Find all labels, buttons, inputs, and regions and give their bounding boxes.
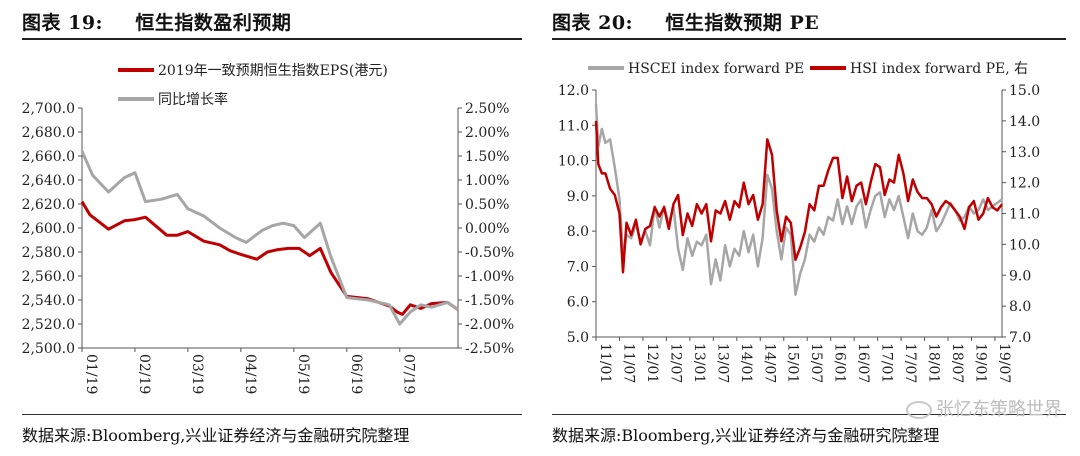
x-tick-label: 14/07 [761, 343, 777, 383]
panel-eps: 图表 19: 恒生指数盈利预期 2,500.0 2,520.0 2,540.0 2,5… [0, 0, 528, 456]
legend-label: HSI index forward PE, 右 [850, 61, 1028, 77]
y-tick-label-left: 10.0 [558, 154, 589, 170]
title-rule [22, 38, 522, 40]
x-tick-label: 17/01 [879, 343, 895, 383]
y-tick-label-right: 12.0 [1009, 176, 1040, 192]
y-tick-label-right: -0.50% [465, 245, 514, 261]
chart-title: 图表 20: 恒生指数预期 PE [552, 8, 819, 35]
x-tick-label: 06/19 [348, 354, 364, 394]
chart-title: 图表 19: 恒生指数盈利预期 [22, 8, 291, 35]
x-tick-label: 19/07 [996, 343, 1012, 383]
watermark: 张忆东策略世界 [906, 395, 1062, 421]
figure-label: 图表 20: [552, 12, 634, 34]
y-tick-label-right: 8.0 [1009, 299, 1031, 315]
y-tick-label-right: -1.50% [465, 293, 514, 309]
x-tick-label: 11/07 [620, 343, 636, 383]
series-line [594, 120, 1003, 274]
y-tick-label-left: 2,540.0 [22, 293, 75, 309]
x-tick-label: 19/01 [972, 343, 988, 383]
wechat-icon [906, 401, 932, 419]
y-tick-label-left: 12.0 [558, 83, 589, 99]
y-tick-label-right: 15.0 [1009, 83, 1040, 99]
x-tick-label: 11/01 [597, 343, 613, 383]
title-rule [552, 38, 1066, 40]
legend-label: 同比增长率 [158, 91, 228, 108]
eps-chart: 2,500.0 2,520.0 2,540.0 2,560.0 2,580.0 2,600… [22, 63, 515, 394]
y-tick-label-right: 9.0 [1009, 268, 1031, 284]
y-tick-label-left: 7.0 [567, 259, 589, 275]
x-tick-label: 04/19 [242, 354, 258, 394]
source-rule [552, 414, 1066, 415]
y-tick-label-right: 10.0 [1009, 237, 1040, 253]
x-tick-label: 18/01 [926, 343, 942, 383]
y-tick-label-left: 2,620.0 [22, 197, 75, 213]
panel-pe: 图表 20: 恒生指数预期 PE 5.0 6.0 7.0 8.0 9.0 10.0 11.0… [548, 0, 1080, 456]
x-tick-label: 12/01 [644, 343, 660, 383]
y-tick-label-right: 14.0 [1009, 114, 1040, 130]
series-line [594, 104, 1003, 296]
y-tick-label-left: 2,560.0 [22, 269, 75, 285]
y-tick-label-left: 2,680.0 [22, 125, 75, 141]
y-tick-label-right: -2.50% [465, 341, 514, 357]
x-tick-label: 03/19 [189, 354, 205, 394]
figure-label: 图表 19: [22, 12, 104, 34]
x-tick-label: 12/07 [667, 343, 683, 383]
x-tick-label: 02/19 [136, 354, 152, 394]
y-tick-label-left: 11.0 [558, 118, 589, 134]
y-tick-label-left: 9.0 [567, 189, 589, 205]
y-tick-label-left: 2,580.0 [22, 245, 75, 261]
source-rule [22, 414, 522, 415]
x-tick-label: 16/07 [855, 343, 871, 383]
y-tick-label-right: 0.00% [465, 221, 509, 237]
y-tick-label-right: 0.50% [465, 197, 509, 213]
x-tick-label: 05/19 [295, 354, 311, 394]
y-tick-label-right: 1.50% [465, 149, 509, 165]
y-tick-label-left: 2,640.0 [22, 173, 75, 189]
pe-chart: 5.0 6.0 7.0 8.0 9.0 10.0 11.0 12.0 7.0 8.0 9.0 10.0… [558, 61, 1040, 383]
x-tick-label: 13/01 [691, 343, 707, 383]
series-line [80, 200, 459, 316]
y-tick-label-right: 1.00% [465, 173, 509, 189]
y-tick-label-right: 7.0 [1009, 330, 1031, 346]
source-note: 数据来源:Bloomberg,兴业证券经济与金融研究院整理 [22, 426, 410, 445]
source-note: 数据来源:Bloomberg,兴业证券经济与金融研究院整理 [552, 426, 940, 445]
x-tick-label: 17/07 [902, 343, 918, 383]
x-tick-label: 18/07 [949, 343, 965, 383]
chart-title-text: 恒生指数盈利预期 [135, 12, 292, 34]
x-tick-label: 14/01 [738, 343, 754, 383]
y-tick-label-left: 8.0 [567, 224, 589, 240]
watermark-text: 张忆东策略世界 [936, 399, 1062, 420]
y-tick-label-left: 6.0 [567, 295, 589, 311]
y-tick-label-right: 2.50% [465, 101, 509, 117]
legend-label: 2019年一致预期恒生指数EPS(港元) [158, 63, 388, 79]
y-tick-label-right: 11.0 [1009, 207, 1040, 223]
legend-label: HSCEI index forward PE [628, 61, 804, 77]
y-tick-label-right: -1.00% [465, 269, 514, 285]
y-tick-label-left: 2,600.0 [22, 221, 75, 237]
series-line [80, 150, 459, 326]
y-tick-label-left: 5.0 [567, 330, 589, 346]
y-tick-label-right: 13.0 [1009, 145, 1040, 161]
y-tick-label-left: 2,660.0 [22, 149, 75, 165]
x-tick-label: 15/07 [808, 343, 824, 383]
x-tick-label: 15/01 [785, 343, 801, 383]
x-tick-label: 16/01 [832, 343, 848, 383]
y-tick-label-left: 2,700.0 [22, 101, 75, 117]
y-tick-label-left: 2,520.0 [22, 317, 75, 333]
y-tick-label-left: 2,500.0 [22, 341, 75, 357]
x-tick-label: 13/07 [714, 343, 730, 383]
chart-title-text: 恒生指数预期 PE [665, 12, 820, 34]
y-tick-label-right: 2.00% [465, 125, 509, 141]
y-tick-label-right: -2.00% [465, 317, 514, 333]
x-tick-label: 01/19 [83, 354, 99, 394]
x-tick-label: 07/19 [401, 354, 417, 394]
